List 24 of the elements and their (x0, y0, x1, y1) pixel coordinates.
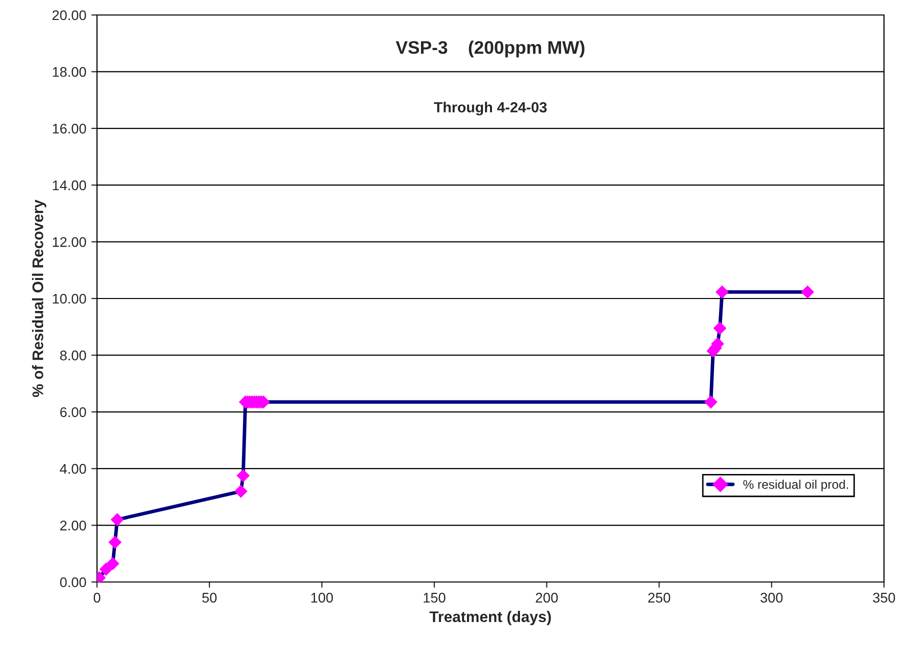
y-axis-title: % of Residual Oil Recovery (32, 200, 46, 398)
y-tick-label: 8.00 (60, 350, 86, 360)
text: VSP-3 (200ppm MW) (396, 40, 584, 58)
y-tick-label: 16.00 (52, 124, 86, 134)
text: Through 4-24-03 (434, 102, 547, 116)
y-tick-label: 14.00 (52, 180, 86, 190)
y-tick-label: 4.00 (60, 464, 86, 474)
legend-label: % residual oil prod. (743, 480, 848, 492)
x-tick-label: 50 (202, 592, 217, 603)
y-tick-label: 12.00 (52, 237, 86, 247)
y-tick-label: 0.00 (60, 577, 86, 588)
x-tick-label: 200 (536, 592, 558, 603)
x-tick-label: 350 (872, 592, 896, 603)
x-tick-label: 150 (424, 592, 446, 603)
y-tick-label: 6.00 (60, 407, 86, 418)
y-tick-label: 2.00 (60, 520, 86, 530)
x-tick-label: 100 (311, 592, 333, 603)
x-tick-label: 300 (760, 592, 783, 603)
x-axis-title: Treatment (days) (430, 610, 551, 626)
y-tick-label: 20.00 (52, 10, 86, 20)
y-tick-label: 10.00 (52, 294, 86, 304)
x-tick-label: 0 (94, 592, 100, 603)
y-tick-label: 18.00 (52, 67, 86, 77)
x-tick-label: 250 (648, 592, 670, 603)
